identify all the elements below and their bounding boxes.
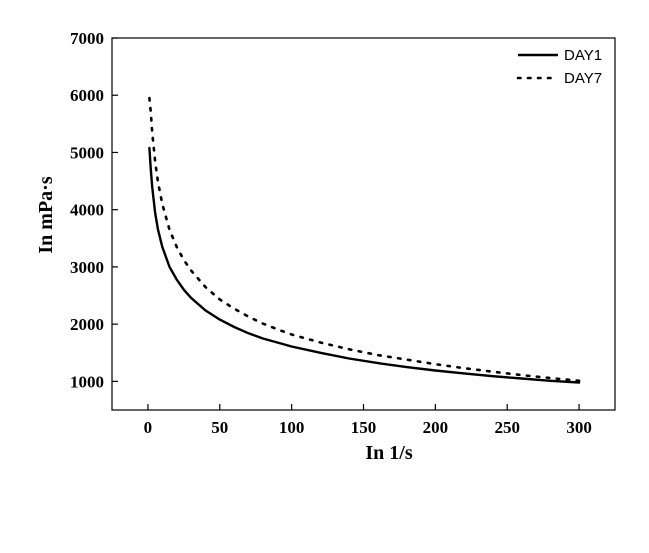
x-tick-label: 0 [144, 418, 153, 437]
x-tick-label: 50 [211, 418, 228, 437]
x-axis-title: In 1/s [365, 442, 412, 464]
x-tick-label: 250 [494, 418, 520, 437]
x-tick-label: 150 [351, 418, 377, 437]
legend-label-day1: DAY1 [564, 47, 602, 64]
plot-area-frame [111, 37, 616, 411]
y-tick-label: 4000 [70, 201, 104, 220]
series-layer [148, 96, 581, 384]
x-tick-label: 200 [423, 418, 449, 437]
y-tick-label: 1000 [70, 372, 104, 391]
y-tick-label: 5000 [70, 143, 104, 162]
x-tick-label: 300 [566, 418, 592, 437]
y-axis-title: In mPa·s [35, 176, 57, 253]
legend-label-day7: DAY7 [564, 70, 602, 87]
y-tick-label: 7000 [70, 29, 104, 48]
y-tick-label: 3000 [70, 258, 104, 277]
x-tick-label: 100 [279, 418, 305, 437]
axis-ticks: 0 50 100 150 200 250 300 1000 2000 3000 4000 5000 60… [70, 29, 592, 437]
y-tick-label: 2000 [70, 315, 104, 334]
series-line-day1 [148, 146, 581, 384]
series-line-day7 [148, 96, 581, 383]
legend: DAY1 DAY7 [516, 47, 602, 87]
y-tick-label: 6000 [70, 86, 104, 105]
